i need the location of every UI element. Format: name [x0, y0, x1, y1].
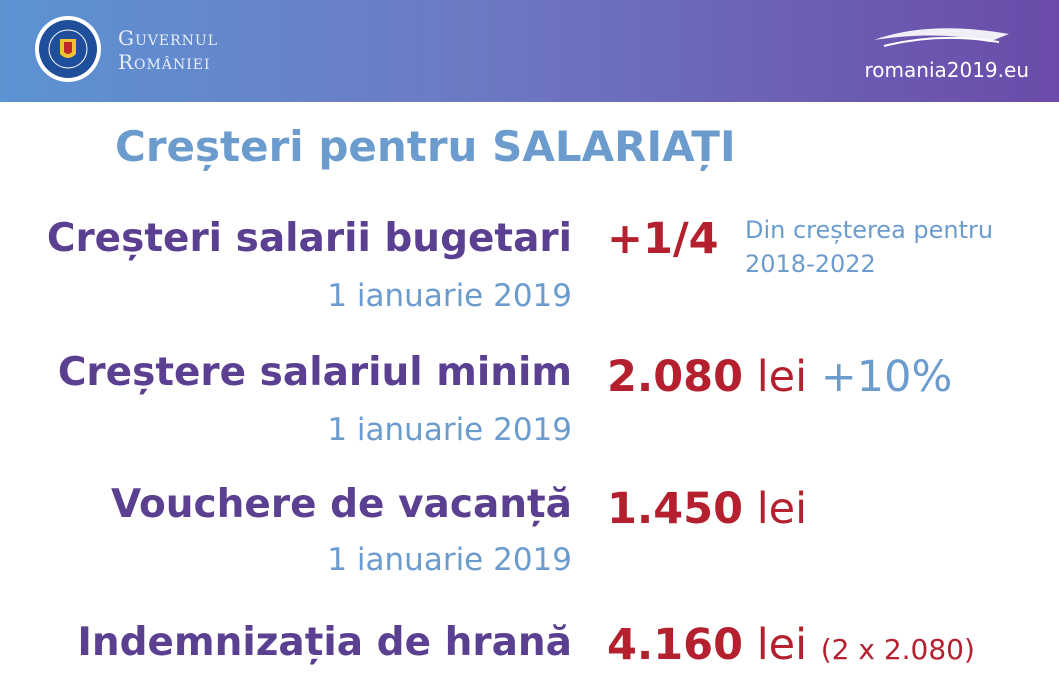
logo: [35, 16, 101, 82]
gov-line: Guvernul: [118, 26, 218, 50]
note-line: Din creșterea pentru: [745, 216, 994, 244]
gov-line: României: [118, 50, 211, 74]
value: 1.450: [607, 484, 744, 534]
value: 4.160: [607, 620, 744, 670]
row-label: Creșteri salarii bugetari: [46, 216, 572, 261]
row-value: +1/4: [607, 214, 719, 264]
unit: lei: [756, 352, 808, 402]
row-label: Vouchere de vacanță: [110, 482, 572, 527]
note-line: 2018-2022: [745, 250, 876, 278]
site-url: romania2019.eu: [864, 58, 1029, 82]
row-label: Indemnizația de hrană: [77, 620, 572, 665]
row-value: 4.160 lei (2 x 2.080): [607, 620, 975, 670]
title: Creșteri pentru SALARIAȚI: [115, 122, 736, 171]
row-label: Creștere salariul minim: [57, 350, 572, 395]
value: +1/4: [607, 214, 719, 264]
row-value: 1.450 lei: [607, 484, 807, 534]
row-value: 2.080 lei +10%: [607, 352, 952, 402]
site-logo: [874, 28, 1009, 47]
row-date: 1 ianuarie 2019: [327, 542, 572, 578]
note: Din creșterea pentru 2018-2022: [745, 213, 993, 281]
unit: lei: [756, 484, 808, 534]
extra: +10%: [820, 352, 953, 402]
header: Guvernul României romania2019.eu: [0, 0, 1059, 102]
unit: lei: [756, 620, 808, 670]
extra: (2 x 2.080): [820, 633, 975, 666]
value: 2.080: [607, 352, 744, 402]
row-date: 1 ianuarie 2019: [327, 278, 572, 314]
row-date: 1 ianuarie 2019: [327, 412, 572, 448]
